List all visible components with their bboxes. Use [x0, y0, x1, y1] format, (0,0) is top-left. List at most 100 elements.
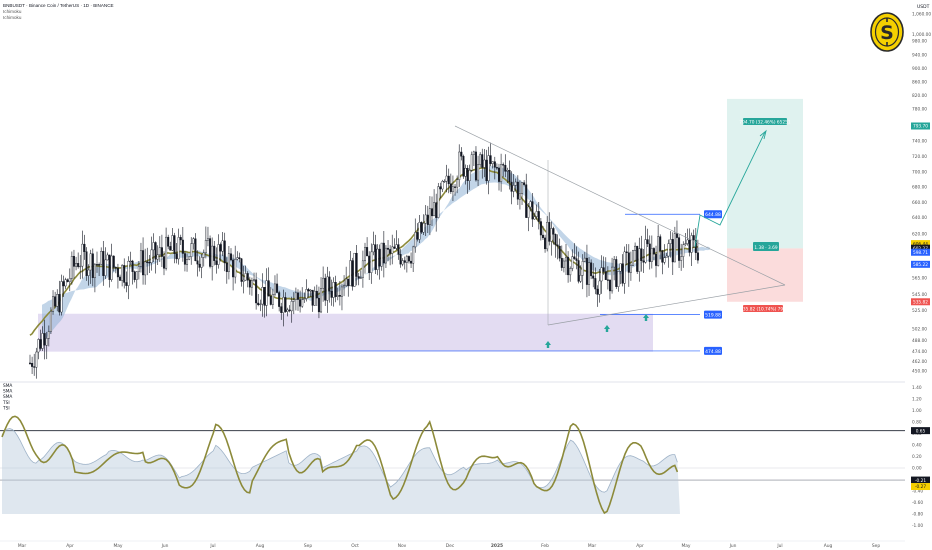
- candle-body: [276, 283, 279, 293]
- candle-body: [359, 277, 362, 279]
- projection-arrowhead: [759, 129, 767, 140]
- candle-body: [305, 289, 308, 299]
- candle-body: [43, 333, 46, 346]
- candle-body: [175, 253, 178, 260]
- candle-body: [206, 238, 209, 241]
- time-tick-label: Feb: [541, 543, 549, 549]
- candle-body: [106, 254, 109, 261]
- price-tick-label: 820.00: [912, 93, 927, 99]
- time-tick-label: Apr: [66, 543, 74, 549]
- candle-body: [418, 222, 421, 240]
- candle-body: [686, 239, 689, 244]
- candle-body: [52, 296, 55, 312]
- indicator-label-ichimoku-2[interactable]: Ichimoku: [3, 15, 22, 20]
- candle-body: [152, 242, 155, 251]
- candle-body: [292, 299, 295, 302]
- candle-body: [299, 299, 302, 307]
- candle-body: [613, 259, 616, 268]
- candle-body: [54, 296, 57, 307]
- candle-body: [265, 280, 268, 306]
- candle-body: [372, 244, 375, 253]
- indicator-label-ichimoku-1[interactable]: Ichimoku: [3, 9, 22, 14]
- candle-body: [177, 237, 180, 260]
- candle-body: [443, 180, 446, 183]
- candle-body: [253, 279, 256, 281]
- candle-body: [567, 256, 570, 276]
- price-badge: [911, 248, 930, 256]
- candle-body: [648, 243, 651, 262]
- time-tick-label: Dec: [446, 543, 455, 549]
- candle-body: [307, 289, 310, 292]
- candle-body: [569, 268, 572, 276]
- candle-body: [468, 169, 471, 181]
- candle-body: [250, 280, 253, 288]
- candle-body: [70, 256, 73, 279]
- candle-body: [267, 280, 270, 297]
- price-tick-label: 680.00: [912, 185, 927, 191]
- symbol-title: BNBUSDT · Binance Coin / TetherUS · 1D ·…: [3, 3, 114, 8]
- candle-body: [313, 290, 316, 306]
- candle-body: [692, 235, 695, 241]
- chart-header: BNBUSDT · Binance Coin / TetherUS · 1D ·…: [3, 3, 114, 21]
- candle-body: [541, 234, 544, 239]
- candle-body: [537, 211, 540, 222]
- candle-body: [162, 256, 165, 269]
- candle-body: [62, 281, 65, 287]
- candle-body: [604, 271, 607, 280]
- candle-body: [104, 259, 107, 276]
- currency-label: USDT: [917, 4, 930, 10]
- candle-body: [535, 211, 538, 217]
- candle-body: [644, 239, 647, 263]
- candle-body: [81, 243, 84, 267]
- candle-body: [657, 236, 660, 266]
- candle-body: [255, 279, 258, 304]
- candle-body: [615, 259, 618, 287]
- up-arrow-icon: [643, 314, 649, 321]
- candle-body: [663, 257, 666, 263]
- time-tick-label: Jun: [729, 543, 737, 549]
- candle-body: [376, 248, 379, 270]
- candle-body: [592, 275, 595, 279]
- target-label-box: [743, 118, 787, 125]
- candle-body: [380, 242, 383, 267]
- candle-body: [186, 259, 189, 265]
- candle-body: [116, 267, 119, 278]
- candle-body: [554, 234, 557, 246]
- time-tick-label: Mar: [588, 543, 596, 549]
- price-badge-text: 585.22: [913, 262, 928, 268]
- osc-tick-label: 0.80: [912, 420, 922, 426]
- candle-body: [294, 292, 297, 300]
- candle-body: [675, 233, 678, 238]
- candle-body: [45, 338, 48, 346]
- price-tick-label: 450.00: [912, 369, 927, 375]
- candle-body: [98, 264, 101, 266]
- candle-body: [364, 247, 367, 262]
- candle-body: [435, 202, 438, 218]
- candle-body: [244, 273, 247, 281]
- osc-badge: [911, 483, 930, 491]
- candle-body: [355, 252, 358, 277]
- candle-body: [449, 183, 452, 192]
- candle-body: [456, 179, 459, 188]
- candle-body: [150, 249, 153, 263]
- time-tick-label: May: [681, 543, 690, 549]
- candle-body: [602, 267, 605, 272]
- candle-body: [671, 239, 674, 263]
- candle-body: [167, 236, 170, 247]
- candle-body: [246, 273, 249, 281]
- candle-body: [357, 276, 360, 279]
- time-tick-label: Aug: [256, 543, 265, 549]
- candle-body: [374, 244, 377, 270]
- candle-body: [608, 279, 611, 292]
- candle-body: [594, 278, 597, 290]
- price-tick-label: 980.00: [912, 39, 927, 45]
- candle-body: [123, 265, 126, 283]
- candle-body: [533, 216, 536, 220]
- candle-body: [428, 208, 431, 225]
- candle-body: [550, 228, 553, 242]
- candle-body: [131, 260, 134, 272]
- price-tick-label: 780.00: [912, 107, 927, 113]
- candle-body: [47, 331, 50, 339]
- price-tick-label: 900.00: [912, 66, 927, 72]
